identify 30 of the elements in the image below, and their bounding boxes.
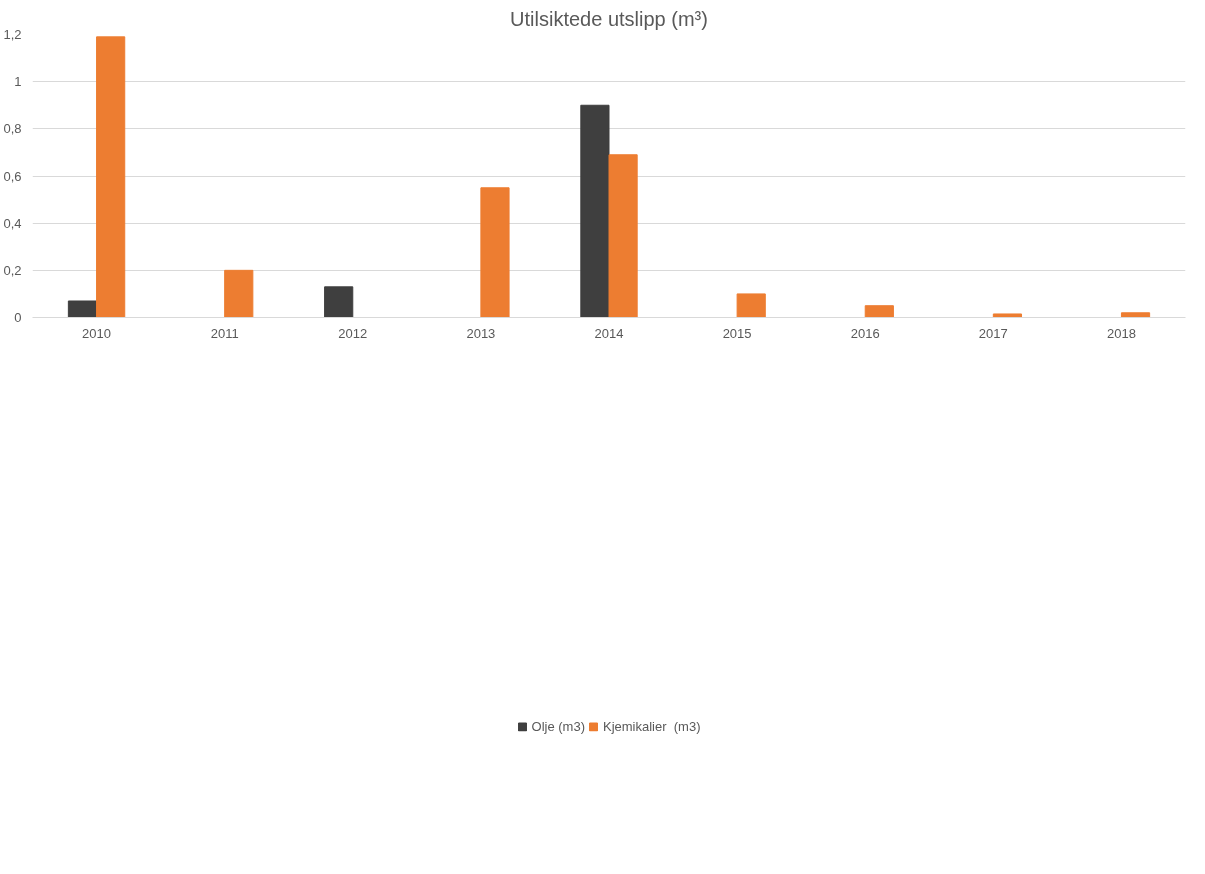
x-tick-label: 2015: [722, 325, 752, 341]
x-tick-label: 2016: [850, 325, 880, 341]
bar: [864, 305, 894, 318]
y-tick-label: 0: [14, 310, 22, 325]
bar: [96, 36, 126, 318]
x-tick-label: 2012: [338, 325, 368, 341]
x-tick-label: 2010: [82, 325, 112, 341]
y-tick-label: 0,6: [3, 168, 22, 184]
bar: [224, 269, 254, 318]
y-tick-label: 0,2: [3, 262, 22, 278]
x-tick-label: 2014: [594, 325, 624, 341]
chart-title: Utilsiktede utslipp (m³): [510, 7, 708, 30]
y-tick-label: 0,8: [3, 121, 22, 137]
bar: [324, 286, 354, 318]
x-tick-label: 2013: [466, 325, 496, 341]
bar: [580, 104, 610, 318]
bar: [480, 187, 510, 318]
bar: [608, 154, 638, 318]
legend-label: Olje (m3): [531, 718, 585, 734]
y-tick-label: 1: [14, 74, 22, 90]
legend-label: Kjemikalier (m3): [602, 718, 701, 734]
x-tick-label: 2017: [978, 325, 1008, 341]
y-tick-label: 0,4: [3, 215, 22, 231]
bar: [992, 313, 1023, 318]
bar: [1120, 312, 1151, 318]
y-tick-label: 1,2: [3, 27, 22, 42]
bar: [736, 293, 766, 318]
x-tick-label: 2018: [1106, 325, 1136, 341]
bar: [67, 300, 98, 318]
x-tick-label: 2011: [210, 325, 239, 341]
